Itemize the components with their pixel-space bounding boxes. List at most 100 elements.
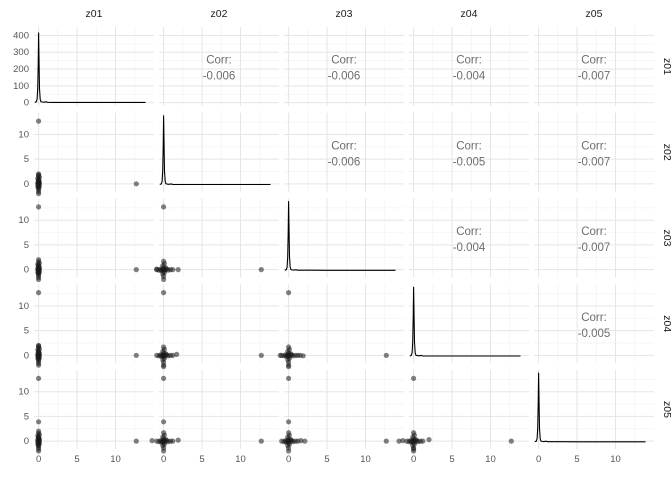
data-point — [36, 375, 42, 381]
data-point — [36, 442, 42, 448]
strip-right-z03: z03 — [661, 230, 672, 247]
corr-prefix: Corr: — [456, 55, 482, 67]
data-point — [36, 204, 42, 210]
x-tick-label: 10 — [235, 454, 246, 465]
data-point — [161, 204, 167, 210]
y-tick-label: 10 — [18, 129, 29, 140]
panel-grid-r3-c4 — [409, 198, 529, 278]
panel-grid-r4-c3 — [284, 284, 404, 364]
data-point — [133, 352, 139, 358]
x-tick-label: 5 — [574, 454, 579, 465]
corr-value: -0.004 — [453, 71, 486, 83]
data-point — [36, 428, 42, 434]
data-point — [133, 181, 139, 187]
corr-prefix: Corr: — [331, 55, 357, 67]
panel-grid-r2-c1 — [34, 112, 154, 192]
y-tick-label: 200 — [13, 64, 29, 75]
density-z04 — [409, 286, 521, 357]
strip-right-z05: z05 — [661, 401, 672, 418]
data-point — [258, 438, 264, 444]
density-z05 — [534, 372, 646, 443]
data-point — [286, 344, 292, 350]
data-point — [286, 375, 292, 381]
x-tick-label: 5 — [199, 454, 204, 465]
density-z03 — [284, 200, 396, 271]
data-point — [411, 446, 417, 452]
y-tick-label: 10 — [18, 215, 29, 226]
y-tick-label: 10 — [18, 301, 29, 312]
corr-prefix: Corr: — [581, 140, 607, 152]
data-point — [161, 364, 167, 370]
x-tick-label: 5 — [74, 454, 79, 465]
scatter-z04-vs-z01 — [35, 290, 139, 368]
data-point — [300, 353, 306, 359]
x-tick-label: 5 — [449, 454, 454, 465]
density-z01 — [34, 32, 146, 103]
corr-z02-z05: Corr: -0.007 — [578, 140, 611, 168]
data-point — [163, 437, 169, 443]
data-point — [36, 172, 42, 178]
data-point — [36, 257, 42, 263]
strip-right-z01: z01 — [661, 58, 672, 75]
axis-labels-layer: 0 0 0 0 05 5 5 5 510 10 10 10 1001002003004000510051… — [13, 30, 621, 465]
data-point — [36, 343, 42, 349]
density-z02 — [159, 115, 271, 186]
data-point — [36, 184, 42, 190]
data-point — [161, 290, 167, 296]
data-point — [161, 419, 167, 425]
data-point — [36, 290, 42, 296]
scatter-z04-vs-z02 — [154, 290, 264, 370]
data-point — [411, 430, 417, 436]
panel-grid-r2-c4 — [409, 112, 529, 192]
data-point — [36, 118, 42, 124]
y-tick-label: 5 — [24, 326, 29, 337]
data-point — [426, 437, 432, 443]
corr-z01-z03: Corr: -0.006 — [328, 55, 361, 83]
data-point — [396, 438, 402, 444]
data-point — [163, 351, 169, 357]
corr-prefix: Corr: — [456, 226, 482, 238]
corr-z02-z03: Corr: -0.006 — [328, 140, 361, 168]
data-point — [175, 437, 181, 443]
panel-grid-r5-c4 — [409, 370, 529, 449]
corr-prefix: Corr: — [581, 312, 607, 324]
data-point — [133, 438, 139, 444]
corr-value: -0.004 — [453, 242, 486, 254]
data-point — [286, 364, 292, 370]
y-tick-label: 0 — [24, 265, 29, 276]
corr-prefix: Corr: — [456, 140, 482, 152]
y-tick-label: 0 — [24, 436, 29, 447]
data-point — [286, 290, 292, 296]
data-point — [161, 375, 167, 381]
data-point — [283, 439, 289, 445]
y-tick-label: 10 — [18, 387, 29, 398]
strip-right-z04: z04 — [661, 315, 672, 332]
data-point — [175, 267, 181, 273]
y-tick-label: 0 — [24, 350, 29, 361]
corr-value: -0.006 — [328, 156, 361, 168]
data-point — [283, 353, 289, 359]
data-point — [170, 267, 176, 273]
corr-value: -0.006 — [328, 71, 361, 83]
y-tick-label: 400 — [13, 30, 29, 41]
x-tick-label: 0 — [161, 454, 166, 465]
data-point — [286, 430, 292, 436]
x-tick-label: 10 — [610, 454, 621, 465]
data-point — [161, 344, 167, 350]
corr-value: -0.007 — [578, 156, 611, 168]
corr-value: -0.007 — [578, 71, 611, 83]
x-tick-label: 0 — [286, 454, 291, 465]
corr-prefix: Corr: — [581, 226, 607, 238]
data-point — [302, 438, 308, 444]
corr-prefix: Corr: — [331, 140, 357, 152]
data-point — [277, 352, 283, 358]
corr-prefix: Corr: — [581, 55, 607, 67]
data-point — [170, 438, 176, 444]
strip-top-z04: z04 — [461, 8, 478, 20]
y-tick-label: 5 — [24, 154, 29, 165]
panel-grid-r3-c5 — [534, 198, 654, 278]
data-point — [258, 352, 264, 358]
x-tick-label: 10 — [110, 454, 121, 465]
data-point — [400, 438, 406, 444]
